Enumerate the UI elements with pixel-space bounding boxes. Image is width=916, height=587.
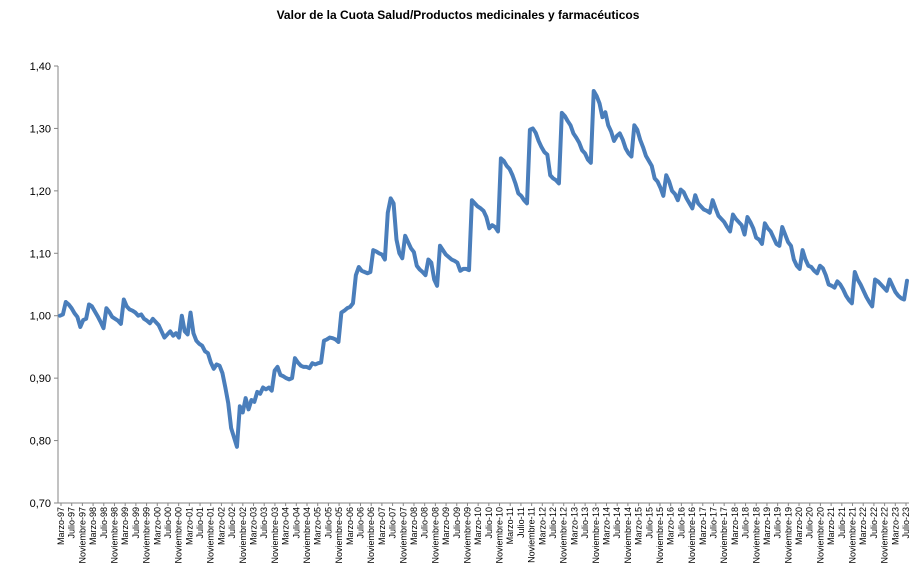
x-tick-label: Julio-06: [355, 507, 365, 539]
y-tick-label: 1,40: [30, 61, 51, 73]
x-tick-label: Julio-22: [869, 507, 879, 539]
x-tick-label: Noviembre-20: [815, 507, 825, 564]
x-tick-label: Marzo-97: [56, 507, 66, 545]
x-tick-label: Julio-10: [484, 507, 494, 539]
series-layer: [58, 88, 909, 449]
x-tick-label: Noviembre-09: [462, 507, 472, 564]
x-tick-label: Julio-00: [163, 507, 173, 539]
x-tick-label: Julio-02: [227, 507, 237, 539]
x-tick-label: Marzo-06: [345, 507, 355, 545]
x-tick-label: Noviembre-01: [206, 507, 216, 564]
x-tick-label: Julio-16: [676, 507, 686, 539]
x-tick-label: Marzo-09: [441, 507, 451, 545]
x-tick-label: Noviembre-21: [848, 507, 858, 564]
x-tick-label: Marzo-13: [569, 507, 579, 545]
x-tick-label: Marzo-99: [120, 507, 130, 545]
x-tick-label: Marzo-16: [666, 507, 676, 545]
x-tick-label: Marzo-00: [152, 507, 162, 545]
x-tick-label: Noviembre-05: [334, 507, 344, 564]
x-tick-label: Julio-14: [612, 507, 622, 539]
x-tick-label: Marzo-03: [249, 507, 259, 545]
x-tick-label: Noviembre-18: [751, 507, 761, 564]
x-tick-label: Noviembre-06: [366, 507, 376, 564]
x-tick-label: Julio-17: [708, 507, 718, 539]
y-tick-label: 1,10: [30, 248, 51, 260]
x-tick-label: Julio-15: [644, 507, 654, 539]
x-tick-label: Julio-98: [99, 507, 109, 539]
x-tick-label: Noviembre-03: [270, 507, 280, 564]
y-tick-label: 1,00: [30, 311, 51, 323]
x-tick-label: Marzo-15: [634, 507, 644, 545]
x-tick-label: Julio-23: [901, 507, 911, 539]
y-tick-label: 1,30: [30, 123, 51, 135]
x-tick-label: Marzo-23: [890, 507, 900, 545]
x-tick-label: Noviembre-16: [687, 507, 697, 564]
x-tick-label: Marzo-21: [826, 507, 836, 545]
x-tick-label: Julio-08: [420, 507, 430, 539]
x-tick-label: Julio-19: [773, 507, 783, 539]
x-tick-label: Marzo-01: [184, 507, 194, 545]
y-tick-label: 0,90: [30, 373, 51, 385]
x-tick-label: Marzo-11: [505, 507, 515, 544]
x-tick-label: Noviembre-99: [142, 507, 152, 564]
x-tick-label: Julio-11: [516, 507, 526, 538]
x-axis: Marzo-97 Julio-97 Noviembre-97 Marzo-98 Juli…: [56, 502, 911, 564]
x-tick-label: Julio-05: [323, 507, 333, 539]
y-tick-label: 0,80: [30, 436, 51, 448]
x-tick-label: Julio-03: [259, 507, 269, 539]
x-tick-label: Julio-07: [388, 507, 398, 539]
chart-title: Valor de la Cuota Salud/Productos medici…: [276, 8, 640, 22]
x-tick-label: Marzo-20: [794, 507, 804, 545]
x-tick-label: Julio-01: [195, 507, 205, 539]
x-tick-label: Marzo-07: [377, 507, 387, 545]
series-line: [58, 88, 909, 449]
x-tick-label: Julio-20: [805, 507, 815, 539]
x-tick-label: Noviembre-15: [655, 507, 665, 564]
x-tick-label: Marzo-18: [730, 507, 740, 545]
x-tick-label: Noviembre-08: [430, 507, 440, 564]
x-tick-label: Marzo-05: [313, 507, 323, 545]
x-tick-label: Marzo-22: [858, 507, 868, 545]
x-tick-label: Noviembre-12: [559, 507, 569, 564]
x-tick-label: Noviembre-97: [77, 507, 87, 564]
x-tick-label: Noviembre-98: [109, 507, 119, 564]
x-tick-label: Julio-99: [131, 507, 141, 539]
x-tick-label: Julio-13: [580, 507, 590, 539]
y-tick-label: 0,70: [30, 498, 51, 510]
x-tick-label: Julio-09: [452, 507, 462, 539]
x-tick-label: Noviembre-11: [527, 507, 537, 563]
x-tick-label: Marzo-14: [602, 507, 612, 545]
x-tick-label: Julio-18: [741, 507, 751, 539]
x-tick-label: Marzo-17: [698, 507, 708, 545]
x-tick-label: Noviembre-13: [591, 507, 601, 564]
x-tick-label: Marzo-04: [281, 507, 291, 545]
x-tick-label: Marzo-10: [473, 507, 483, 545]
x-tick-label: Marzo-98: [88, 507, 98, 545]
x-tick-label: Julio-97: [67, 507, 77, 539]
x-tick-label: Julio-04: [291, 507, 301, 539]
x-tick-label: Marzo-12: [537, 507, 547, 545]
x-tick-label: Noviembre-07: [398, 507, 408, 564]
x-tick-label: Noviembre-17: [719, 507, 729, 564]
x-tick-label: Marzo-08: [409, 507, 419, 545]
x-tick-label: Julio-12: [548, 507, 558, 539]
x-tick-label: Noviembre-10: [495, 507, 505, 564]
x-tick-label: Marzo-02: [216, 507, 226, 545]
x-tick-label: Noviembre-02: [238, 507, 248, 564]
x-tick-label: Marzo-19: [762, 507, 772, 545]
x-tick-label: Julio-21: [837, 507, 847, 539]
x-tick-label: Noviembre-22: [880, 507, 890, 564]
y-tick-label: 1,20: [30, 186, 51, 198]
y-axis: 0,70 0,80 0,90 1,00 1,10 1,20 1,30 1,40: [30, 61, 59, 510]
x-tick-label: Noviembre-00: [174, 507, 184, 564]
x-tick-label: Noviembre-04: [302, 507, 312, 564]
x-tick-label: Noviembre-19: [783, 507, 793, 564]
x-tick-label: Noviembre-14: [623, 507, 633, 564]
